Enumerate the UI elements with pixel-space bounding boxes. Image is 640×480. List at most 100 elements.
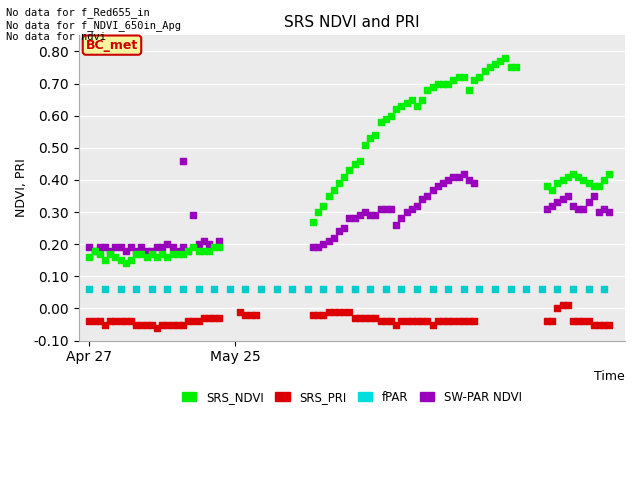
Title: SRS NDVI and PRI: SRS NDVI and PRI bbox=[284, 15, 420, 30]
Point bbox=[141, 247, 152, 254]
Point bbox=[188, 243, 198, 251]
Point bbox=[173, 247, 183, 254]
Point bbox=[209, 243, 220, 251]
Point bbox=[506, 285, 516, 293]
Point bbox=[484, 64, 495, 72]
X-axis label: Time: Time bbox=[595, 370, 625, 383]
Point bbox=[599, 205, 609, 213]
Point bbox=[287, 285, 297, 293]
Point bbox=[131, 250, 141, 258]
Point bbox=[412, 317, 422, 325]
Point bbox=[469, 76, 479, 84]
Point bbox=[579, 317, 589, 325]
Point bbox=[318, 285, 328, 293]
Point bbox=[90, 247, 100, 254]
Point bbox=[157, 250, 167, 258]
Point bbox=[417, 317, 428, 325]
Point bbox=[589, 182, 599, 190]
Point bbox=[365, 212, 375, 219]
Point bbox=[448, 317, 458, 325]
Point bbox=[433, 317, 443, 325]
Point bbox=[168, 321, 178, 328]
Point bbox=[178, 157, 188, 165]
Point bbox=[198, 237, 209, 245]
Point bbox=[406, 317, 417, 325]
Point bbox=[557, 176, 568, 184]
Point bbox=[131, 321, 141, 328]
Point bbox=[147, 250, 157, 258]
Point bbox=[454, 317, 464, 325]
Point bbox=[152, 324, 162, 332]
Point bbox=[381, 205, 391, 213]
Point bbox=[594, 208, 604, 216]
Point bbox=[188, 317, 198, 325]
Point bbox=[381, 317, 391, 325]
Point bbox=[589, 192, 599, 200]
Point bbox=[235, 308, 245, 315]
Point bbox=[391, 321, 401, 328]
Point bbox=[599, 285, 609, 293]
Point bbox=[469, 317, 479, 325]
Point bbox=[568, 317, 578, 325]
Point bbox=[271, 285, 282, 293]
Point bbox=[339, 224, 349, 232]
Point bbox=[136, 321, 147, 328]
Point bbox=[584, 199, 594, 206]
Point bbox=[370, 314, 380, 322]
Point bbox=[579, 205, 589, 213]
Point bbox=[568, 169, 578, 177]
Point bbox=[464, 317, 474, 325]
Point bbox=[152, 253, 162, 261]
Point bbox=[417, 96, 428, 104]
Point bbox=[557, 301, 568, 309]
Point bbox=[105, 250, 115, 258]
Point bbox=[448, 76, 458, 84]
Point bbox=[376, 205, 386, 213]
Point bbox=[391, 221, 401, 229]
Point bbox=[552, 199, 563, 206]
Point bbox=[381, 285, 391, 293]
Point bbox=[573, 205, 583, 213]
Point bbox=[344, 215, 355, 222]
Point bbox=[349, 314, 360, 322]
Point bbox=[339, 173, 349, 180]
Point bbox=[204, 247, 214, 254]
Point bbox=[604, 169, 614, 177]
Point bbox=[214, 237, 225, 245]
Point bbox=[438, 317, 448, 325]
Point bbox=[584, 317, 594, 325]
Point bbox=[313, 243, 323, 251]
Point bbox=[376, 317, 386, 325]
Point bbox=[573, 173, 583, 180]
Point bbox=[141, 321, 152, 328]
Point bbox=[193, 240, 204, 248]
Point bbox=[147, 321, 157, 328]
Point bbox=[542, 205, 552, 213]
Point bbox=[147, 285, 157, 293]
Point bbox=[568, 285, 578, 293]
Point bbox=[584, 285, 594, 293]
Point bbox=[193, 285, 204, 293]
Point bbox=[100, 256, 110, 264]
Point bbox=[599, 176, 609, 184]
Point bbox=[406, 205, 417, 213]
Point bbox=[193, 317, 204, 325]
Point bbox=[454, 173, 464, 180]
Point bbox=[365, 314, 375, 322]
Point bbox=[100, 243, 110, 251]
Point bbox=[521, 285, 531, 293]
Point bbox=[428, 321, 438, 328]
Point bbox=[495, 57, 506, 65]
Point bbox=[240, 311, 250, 319]
Point bbox=[401, 208, 412, 216]
Point bbox=[386, 112, 396, 120]
Point bbox=[198, 314, 209, 322]
Point bbox=[209, 285, 220, 293]
Point bbox=[334, 228, 344, 235]
Point bbox=[594, 321, 604, 328]
Point bbox=[131, 247, 141, 254]
Point bbox=[115, 256, 125, 264]
Point bbox=[178, 250, 188, 258]
Point bbox=[370, 212, 380, 219]
Point bbox=[115, 243, 125, 251]
